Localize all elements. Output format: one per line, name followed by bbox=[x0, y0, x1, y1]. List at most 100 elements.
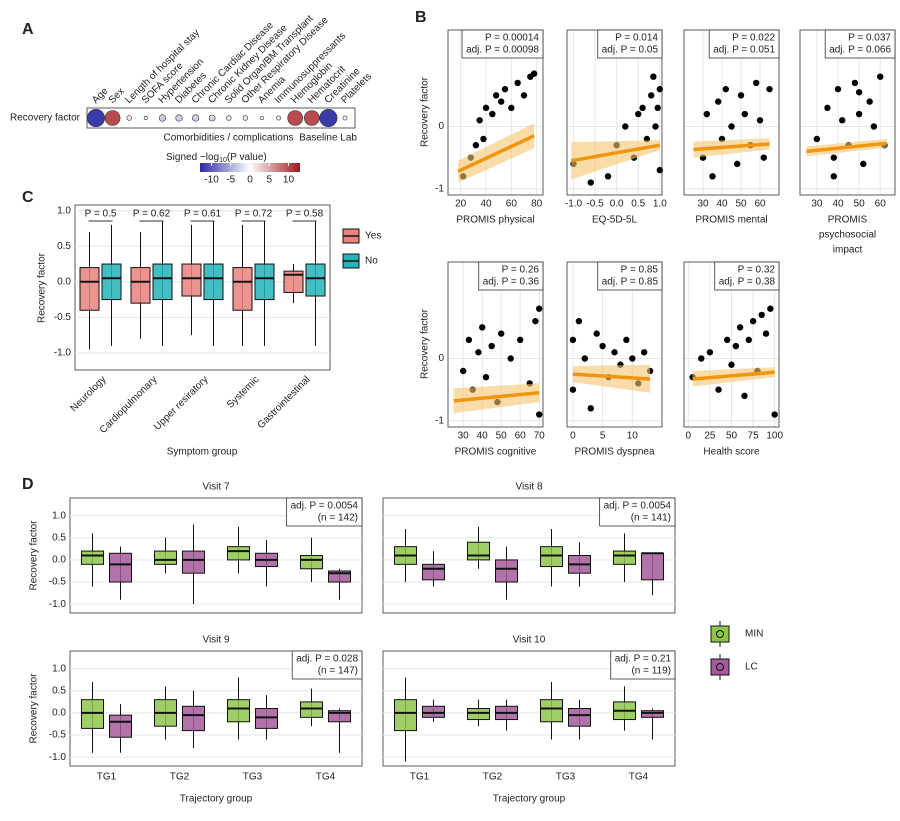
box bbox=[152, 263, 173, 301]
box bbox=[254, 263, 275, 301]
box bbox=[109, 552, 132, 583]
point bbox=[741, 392, 748, 400]
annotation-box bbox=[461, 29, 544, 59]
point bbox=[472, 141, 480, 149]
point bbox=[488, 342, 495, 350]
dot bbox=[192, 114, 200, 122]
point bbox=[492, 92, 500, 99]
point bbox=[766, 85, 773, 93]
point bbox=[737, 92, 745, 99]
x-tick-label: 40 bbox=[716, 199, 728, 210]
annotation-box bbox=[610, 650, 676, 680]
y-tick-label: 0 bbox=[438, 353, 444, 364]
point bbox=[709, 173, 716, 180]
legend-label: Yes bbox=[365, 231, 381, 242]
box bbox=[641, 552, 664, 581]
y-tick-label: -0.5 bbox=[49, 730, 67, 741]
x-tick-label: 60 bbox=[515, 431, 527, 442]
point bbox=[530, 70, 538, 77]
annotation: adj. P = 0.38 bbox=[719, 277, 776, 288]
annotation: P = 0.61 bbox=[184, 209, 222, 220]
x-axis-label: Trajectory group bbox=[493, 794, 566, 805]
point bbox=[639, 104, 646, 112]
facet-title: Visit 9 bbox=[202, 635, 229, 646]
column-label: Sex bbox=[107, 86, 127, 106]
dot bbox=[259, 115, 265, 121]
point bbox=[479, 324, 486, 331]
facet-title: Visit 10 bbox=[513, 635, 546, 646]
heatmap-frame bbox=[86, 107, 356, 129]
annotation: adj. P = 0.066 bbox=[829, 45, 891, 56]
x-tick-label: TG1 bbox=[97, 772, 117, 783]
x-tick-label: TG2 bbox=[483, 772, 503, 783]
point bbox=[741, 110, 748, 118]
box bbox=[540, 699, 563, 723]
colorbar-tick-label: -10 bbox=[204, 175, 219, 186]
dot bbox=[126, 115, 132, 121]
box bbox=[467, 708, 490, 721]
x-tick-label: -1.0 bbox=[565, 199, 583, 210]
x-tick-label: 40 bbox=[477, 431, 489, 442]
x-tick-label: TG3 bbox=[243, 772, 263, 783]
annotation: adj. P = 0.051 bbox=[713, 45, 775, 56]
x-axis-label: PROMIS mental bbox=[695, 215, 767, 226]
annotation: adj. P = 0.36 bbox=[483, 277, 540, 288]
point bbox=[855, 89, 863, 96]
y-tick-label: 0.5 bbox=[57, 241, 71, 252]
x-tick-label: 40 bbox=[480, 199, 492, 210]
annotation-box bbox=[599, 497, 676, 527]
point bbox=[482, 373, 490, 381]
point bbox=[622, 123, 629, 130]
dot bbox=[319, 109, 338, 128]
annotation: P = 0.32 bbox=[738, 265, 776, 276]
box bbox=[394, 699, 417, 732]
point bbox=[635, 110, 642, 118]
x-tick-label: 75 bbox=[748, 431, 760, 442]
y-tick-label: -0.5 bbox=[49, 577, 67, 588]
fit-line bbox=[806, 141, 887, 154]
box bbox=[182, 550, 205, 574]
point bbox=[855, 110, 863, 118]
box bbox=[422, 705, 445, 718]
x-tick-label: 20 bbox=[455, 199, 467, 210]
point bbox=[834, 85, 842, 93]
box bbox=[101, 263, 122, 301]
x-tick-label: 0.0 bbox=[610, 199, 624, 210]
legend-label: No bbox=[365, 256, 378, 267]
point bbox=[581, 355, 589, 362]
legend-point bbox=[716, 663, 724, 671]
annotation: P = 0.037 bbox=[848, 33, 891, 44]
annotation: adj. P = 0.21 bbox=[615, 654, 672, 665]
point bbox=[656, 85, 664, 93]
point bbox=[745, 336, 752, 344]
box bbox=[232, 267, 253, 311]
box bbox=[79, 267, 100, 311]
point bbox=[870, 123, 878, 130]
x-axis-label: PROMIS dyspnea bbox=[574, 447, 654, 458]
annotation: P = 0.26 bbox=[502, 265, 540, 276]
point bbox=[498, 98, 505, 105]
y-axis-label: Recovery factor bbox=[420, 308, 431, 379]
box bbox=[154, 550, 177, 565]
point bbox=[465, 336, 473, 344]
column-label: Age bbox=[90, 85, 111, 106]
annotation-box bbox=[286, 497, 363, 527]
x-tick-label: 50 bbox=[496, 431, 508, 442]
x-tick-label: 40 bbox=[832, 199, 844, 210]
box bbox=[203, 263, 224, 301]
x-tick-label: 70 bbox=[534, 431, 546, 442]
point bbox=[760, 154, 767, 161]
point bbox=[611, 349, 618, 356]
annotation: adj. P = 0.0054 bbox=[291, 501, 359, 512]
point bbox=[575, 317, 583, 325]
colorbar-tick-label: -5 bbox=[226, 175, 235, 186]
y-tick-label: -1 bbox=[435, 415, 444, 426]
y-axis-label: Recovery factor bbox=[420, 76, 431, 147]
annotation-box bbox=[824, 29, 896, 59]
y-tick-label: 1.0 bbox=[52, 510, 66, 521]
box bbox=[568, 708, 591, 727]
legend-title-part: 10 bbox=[219, 157, 227, 164]
x-axis-label: Trajectory group bbox=[180, 794, 253, 805]
y-tick-label: 0.0 bbox=[52, 555, 66, 566]
point bbox=[593, 330, 600, 337]
